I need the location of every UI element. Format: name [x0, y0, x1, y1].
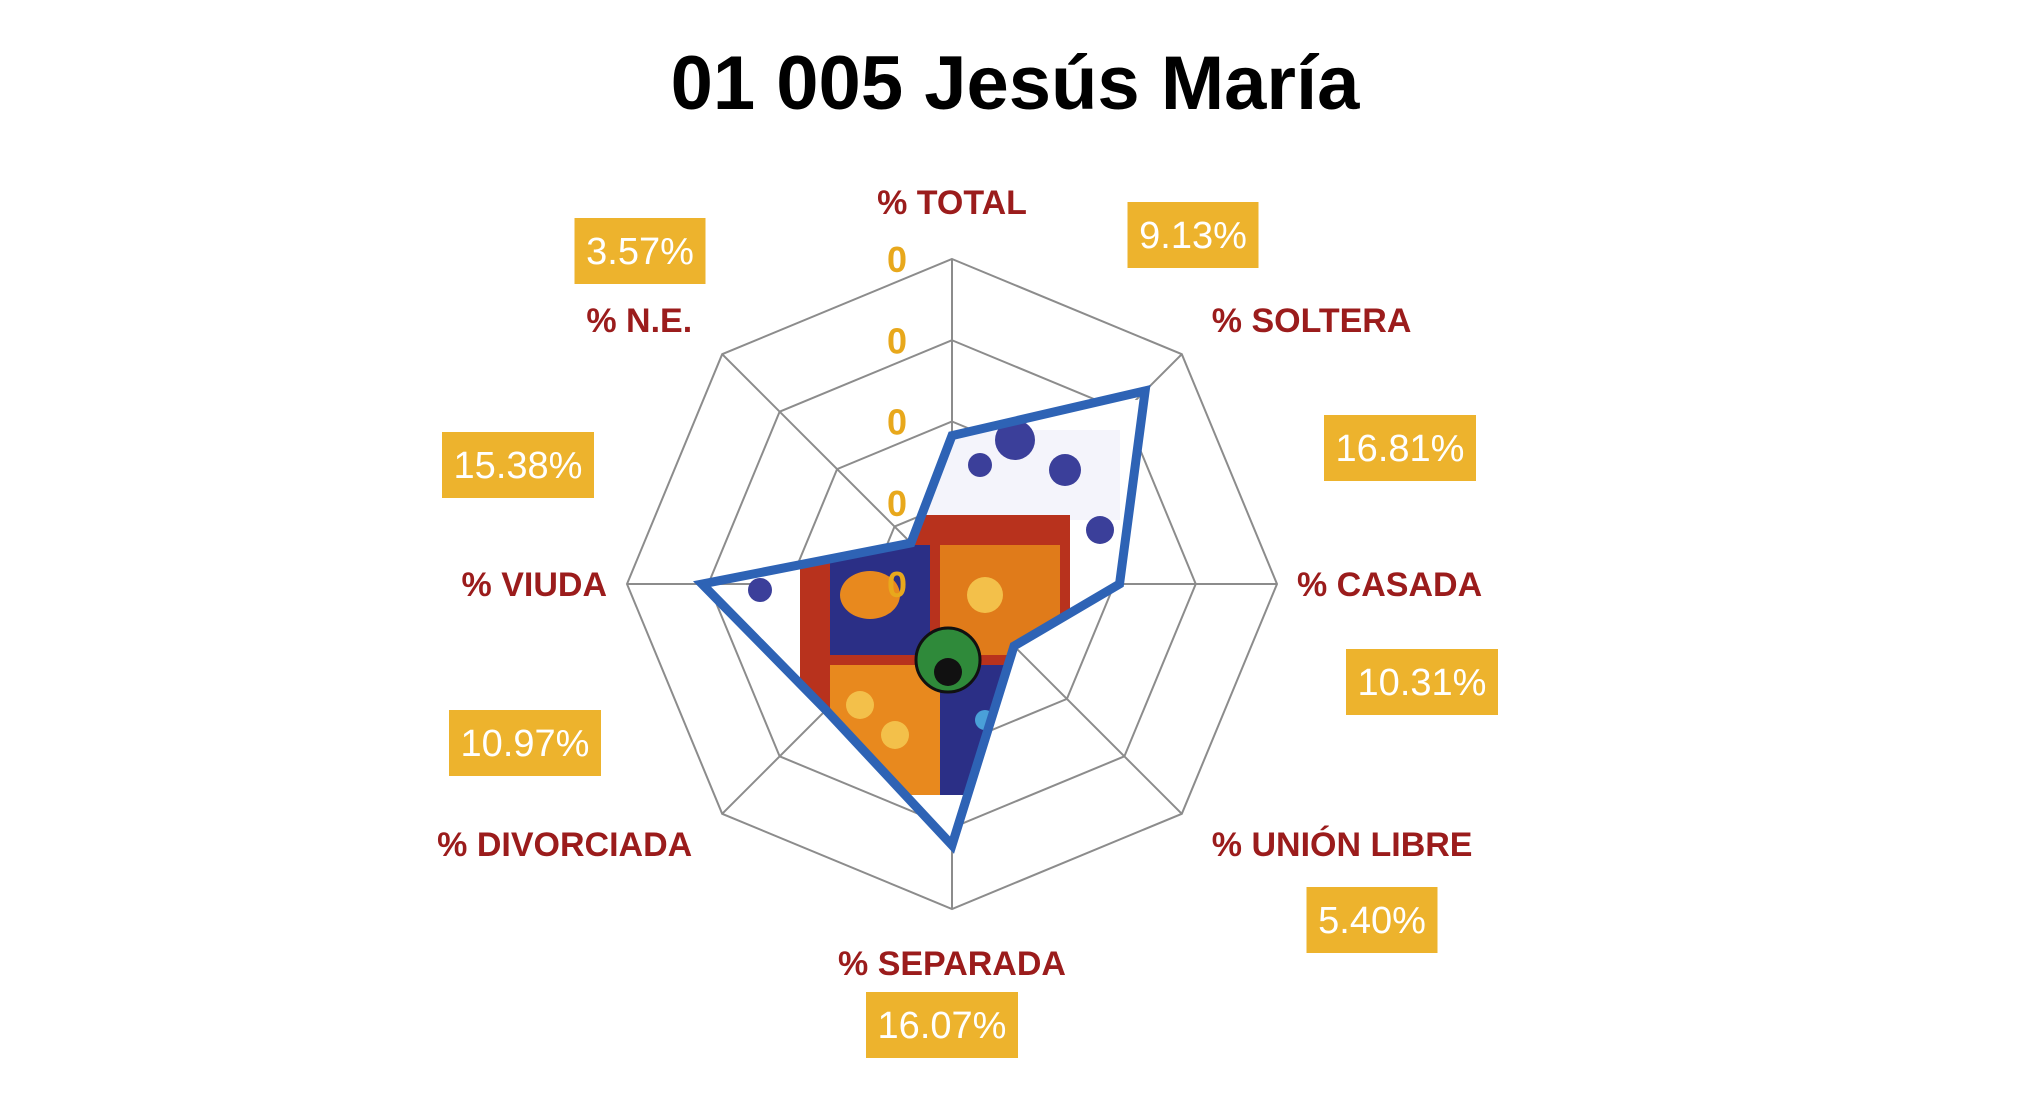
data-point [951, 844, 953, 847]
axis-label: % CASADA [1297, 566, 1482, 604]
tick-label: 0 [887, 239, 907, 280]
data-label-text: 15.38% [454, 445, 583, 487]
tick-label: 0 [887, 483, 907, 524]
data-label: 15.38% [442, 432, 594, 498]
axis-label: % DIVORCIADA [437, 826, 692, 864]
data-label-text: 10.31% [1358, 662, 1487, 704]
data-label: 10.31% [1346, 649, 1498, 715]
data-label-box [1127, 202, 1259, 268]
data-label: 9.13% [1127, 202, 1259, 268]
data-label: 5.40% [1306, 887, 1438, 953]
data-label-text: 5.40% [1318, 900, 1426, 942]
data-label: 10.97% [449, 710, 601, 776]
data-label-box [1324, 415, 1476, 481]
axis-label: % VIUDA [462, 566, 607, 604]
data-label-box [442, 432, 594, 498]
data-label-box [449, 710, 601, 776]
chart-title: 01 005 Jesús María [670, 41, 1360, 126]
data-label-text: 16.07% [878, 1005, 1007, 1047]
data-point [824, 709, 827, 712]
data-label-box [1346, 649, 1498, 715]
emblem-image [748, 400, 1146, 840]
data-label-text: 16.81% [1336, 428, 1465, 470]
axis-label: % SOLTERA [1212, 302, 1412, 340]
data-label: 16.81% [1324, 415, 1476, 481]
data-label-text: 10.97% [461, 723, 590, 765]
tick-label: 0 [887, 320, 907, 361]
series-layer [693, 384, 1151, 854]
axis-label: % N.E. [586, 302, 692, 340]
data-point [1144, 389, 1147, 392]
data-label-text: 3.57% [586, 231, 694, 273]
axis-label: % SEPARADA [838, 945, 1066, 983]
data-point [1013, 645, 1016, 648]
data-labels: 9.13% 16.81% 10.31% 5.40% 16.07% 10.97% 15.38%… [442, 202, 1498, 1058]
tick-label: 0 [887, 402, 907, 443]
data-label-box [1306, 887, 1438, 953]
data-label: 16.07% [866, 992, 1018, 1058]
data-point [909, 541, 912, 544]
axis-labels: % TOTAL % SOLTERA % CASADA % UNIÓN LIBRE % S… [437, 184, 1482, 983]
data-label-box [866, 992, 1018, 1058]
data-point [951, 434, 953, 437]
axis-label: % UNIÓN LIBRE [1212, 826, 1473, 864]
data-point [1118, 583, 1121, 585]
radial-ticks: 0 0 0 0 0 [887, 239, 907, 605]
data-label-text: 9.13% [1139, 215, 1247, 257]
tick-label: 0 [887, 564, 907, 605]
data-label-box [574, 218, 706, 284]
axis-label: % TOTAL [877, 184, 1027, 222]
data-point [701, 583, 704, 585]
data-label: 3.57% [574, 218, 706, 284]
